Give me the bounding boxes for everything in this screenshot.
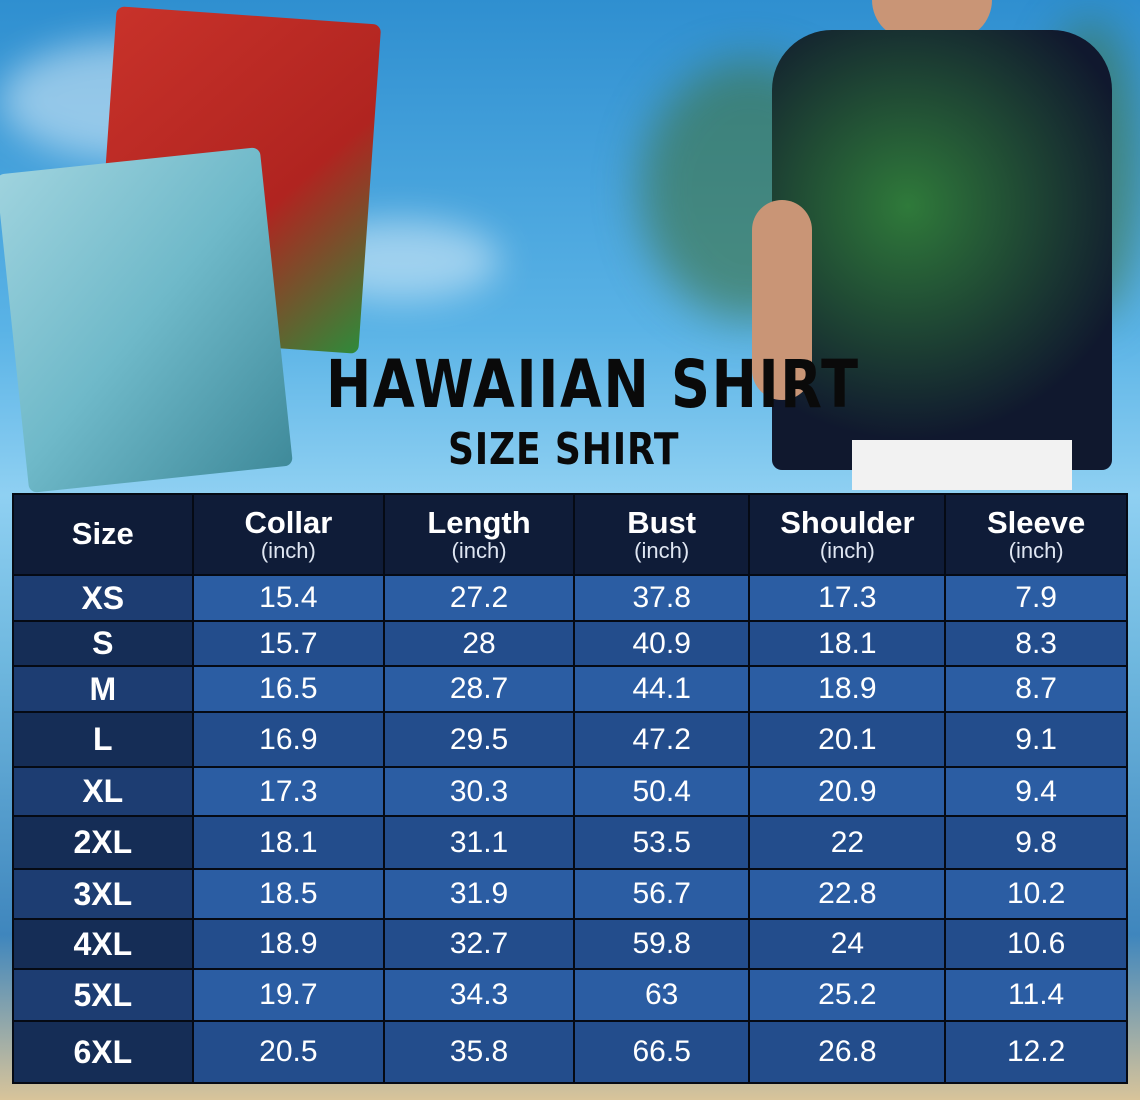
cell-bust: 47.2 <box>572 711 751 768</box>
cell-shoulder: 18.1 <box>748 620 947 667</box>
page-subtitle: SIZE SHIRT <box>448 424 680 475</box>
cell-size: XL <box>12 766 194 817</box>
table-row: XS 15.4 27.2 37.8 17.3 7.9 <box>12 574 1128 622</box>
cell-size: 3XL <box>12 868 194 920</box>
table-row: XL 17.3 30.3 50.4 20.9 9.4 <box>12 766 1128 817</box>
header-shoulder: Shoulder (inch) <box>748 493 947 576</box>
cell-length: 28.7 <box>383 665 575 713</box>
cell-collar: 19.7 <box>191 968 386 1022</box>
table-row: 6XL 20.5 35.8 66.5 26.8 12.2 <box>12 1020 1128 1084</box>
header-length: Length (inch) <box>383 493 575 576</box>
table-row: 2XL 18.1 31.1 53.5 22 9.8 <box>12 815 1128 870</box>
cell-shoulder: 18.9 <box>748 665 947 713</box>
cell-length: 35.8 <box>383 1020 575 1084</box>
header-collar: Collar (inch) <box>191 493 386 576</box>
cell-bust: 59.8 <box>572 918 751 970</box>
cell-collar: 15.7 <box>191 620 386 667</box>
page-title: HAWAIIAN SHIRT <box>326 346 860 423</box>
cell-shoulder: 22.8 <box>748 868 947 920</box>
cell-collar: 15.4 <box>191 574 386 622</box>
cell-length: 28 <box>383 620 575 667</box>
cell-collar: 17.3 <box>191 766 386 817</box>
table-row: M 16.5 28.7 44.1 18.9 8.7 <box>12 665 1128 713</box>
cell-size: 6XL <box>12 1020 194 1084</box>
cell-sleeve: 9.8 <box>944 815 1128 870</box>
cell-length: 30.3 <box>383 766 575 817</box>
cell-bust: 56.7 <box>572 868 751 920</box>
cell-shoulder: 20.1 <box>748 711 947 768</box>
header-bust: Bust (inch) <box>572 493 751 576</box>
cell-size: L <box>12 711 194 768</box>
cell-sleeve: 12.2 <box>944 1020 1128 1084</box>
cell-sleeve: 8.7 <box>944 665 1128 713</box>
cell-collar: 16.5 <box>191 665 386 713</box>
cell-bust: 66.5 <box>572 1020 751 1084</box>
cell-sleeve: 9.4 <box>944 766 1128 817</box>
cell-sleeve: 10.6 <box>944 918 1128 970</box>
cell-bust: 37.8 <box>572 574 751 622</box>
cell-length: 31.1 <box>383 815 575 870</box>
cell-size: XS <box>12 574 194 622</box>
cell-collar: 18.5 <box>191 868 386 920</box>
cell-size: 2XL <box>12 815 194 870</box>
cell-collar: 18.1 <box>191 815 386 870</box>
cell-shoulder: 26.8 <box>748 1020 947 1084</box>
cell-shoulder: 17.3 <box>748 574 947 622</box>
header-sleeve: Sleeve (inch) <box>944 493 1128 576</box>
cell-length: 27.2 <box>383 574 575 622</box>
cell-shoulder: 20.9 <box>748 766 947 817</box>
cell-collar: 20.5 <box>191 1020 386 1084</box>
cell-bust: 63 <box>572 968 751 1022</box>
cell-sleeve: 10.2 <box>944 868 1128 920</box>
cell-bust: 40.9 <box>572 620 751 667</box>
cell-size: M <box>12 665 194 713</box>
cell-collar: 16.9 <box>191 711 386 768</box>
size-chart-table: Size Collar (inch) Length (inch) Bust (inch… <box>12 493 1128 1084</box>
cell-size: 4XL <box>12 918 194 970</box>
cell-length: 32.7 <box>383 918 575 970</box>
cell-shoulder: 25.2 <box>748 968 947 1022</box>
table-header-row: Size Collar (inch) Length (inch) Bust (inch… <box>12 493 1128 576</box>
cell-size: S <box>12 620 194 667</box>
table-row: 3XL 18.5 31.9 56.7 22.8 10.2 <box>12 868 1128 920</box>
table-row: 5XL 19.7 34.3 63 25.2 11.4 <box>12 968 1128 1022</box>
header-size: Size <box>12 493 194 576</box>
model-shirt-image <box>752 0 1132 490</box>
cell-size: 5XL <box>12 968 194 1022</box>
table-row: L 16.9 29.5 47.2 20.1 9.1 <box>12 711 1128 768</box>
cell-collar: 18.9 <box>191 918 386 970</box>
cell-length: 29.5 <box>383 711 575 768</box>
cell-bust: 50.4 <box>572 766 751 817</box>
table-row: S 15.7 28 40.9 18.1 8.3 <box>12 620 1128 667</box>
cell-sleeve: 7.9 <box>944 574 1128 622</box>
cell-bust: 44.1 <box>572 665 751 713</box>
cell-sleeve: 9.1 <box>944 711 1128 768</box>
cell-length: 34.3 <box>383 968 575 1022</box>
cell-bust: 53.5 <box>572 815 751 870</box>
cell-shoulder: 22 <box>748 815 947 870</box>
blue-shirt-image <box>0 147 293 493</box>
cell-shoulder: 24 <box>748 918 947 970</box>
cell-length: 31.9 <box>383 868 575 920</box>
table-row: 4XL 18.9 32.7 59.8 24 10.6 <box>12 918 1128 970</box>
cell-sleeve: 11.4 <box>944 968 1128 1022</box>
cell-sleeve: 8.3 <box>944 620 1128 667</box>
